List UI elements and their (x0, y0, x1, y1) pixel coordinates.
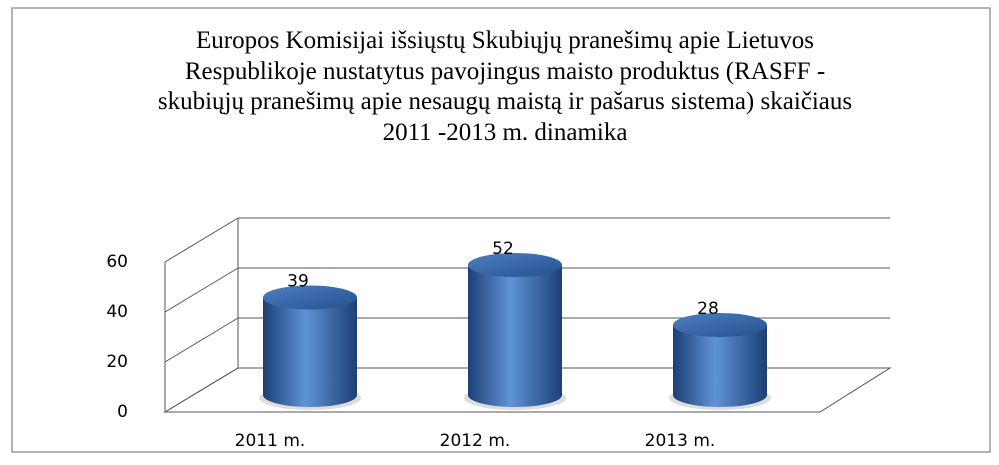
x-tick-label: 2011 m. (235, 431, 306, 451)
bar-cap (263, 285, 357, 310)
bar-body (468, 265, 562, 407)
bar-cap (673, 313, 767, 337)
y-tick-label: 40 (106, 302, 128, 322)
x-tick-label: 2013 m. (645, 431, 716, 451)
bar-body (673, 325, 767, 407)
grid-line (164, 317, 239, 363)
grid-line (164, 267, 239, 313)
y-tick-label: 60 (106, 252, 128, 272)
bar-cap (468, 253, 562, 277)
x-tick-label: 2012 m. (440, 431, 511, 451)
frame (11, 7, 991, 453)
data-label: 39 (287, 272, 309, 292)
bar (464, 253, 566, 410)
bar (669, 313, 771, 410)
data-label: 28 (697, 299, 719, 319)
data-label: 52 (492, 239, 514, 259)
bar (259, 285, 361, 410)
chart-title: Europos Komisijai išsiųstų Skubiųjų pran… (157, 27, 853, 146)
bar-body (263, 297, 357, 407)
grid-line (164, 367, 239, 413)
y-tick-label: 20 (106, 352, 128, 372)
y-tick-label: 0 (117, 402, 128, 422)
grid-line (164, 217, 239, 263)
